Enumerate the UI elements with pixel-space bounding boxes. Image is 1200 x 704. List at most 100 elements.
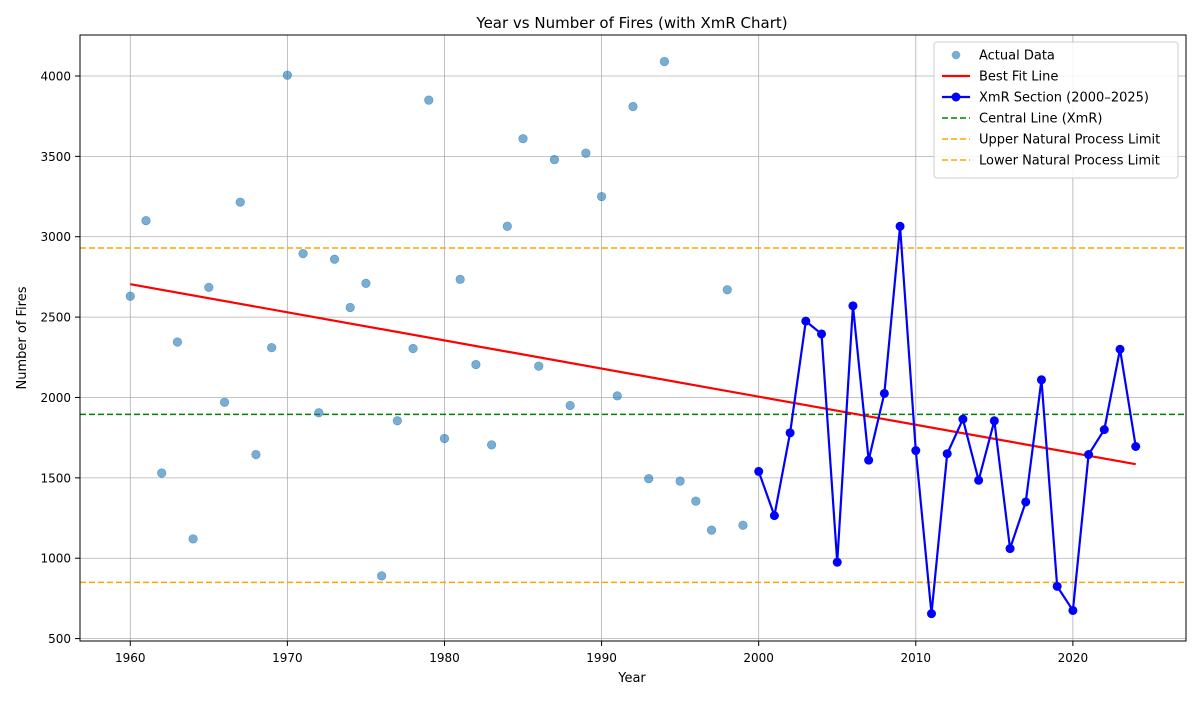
xmr-point (848, 301, 858, 311)
legend-item: Actual Data (951, 49, 1055, 64)
y-tick-label: 500 (48, 632, 71, 646)
x-tick-label: 1990 (586, 651, 617, 665)
legend-label: Central Line (XmR) (979, 112, 1102, 127)
xmr-point (958, 414, 968, 424)
data-point (439, 433, 450, 444)
data-point (596, 191, 607, 202)
xmr-point (1115, 344, 1125, 354)
data-point (628, 101, 638, 112)
y-tick-label: 3000 (40, 230, 71, 244)
series-line-markers (754, 221, 1141, 619)
data-point (172, 337, 183, 347)
x-tick-label: 1980 (429, 651, 460, 665)
y-tick-label: 1000 (40, 552, 71, 566)
data-point (298, 249, 308, 259)
xmr-series-line (757, 225, 1137, 615)
data-point (267, 343, 277, 353)
legend-item: Upper Natural Process Limit (942, 133, 1160, 148)
xmr-point (974, 475, 984, 485)
legend-label: Actual Data (979, 49, 1055, 64)
legend-label: Best Fit Line (979, 70, 1058, 85)
xmr-point (989, 416, 999, 426)
xmr-point (911, 446, 921, 456)
data-point (644, 474, 654, 484)
data-point (518, 134, 528, 144)
data-point (487, 440, 497, 450)
legend-swatch-marker (951, 92, 961, 102)
xmr-point (942, 449, 952, 459)
xmr-point (1052, 581, 1062, 591)
reference-lines (80, 247, 1186, 584)
data-point (282, 70, 292, 80)
data-point (659, 56, 670, 67)
data-point (392, 416, 402, 426)
xmr-point (1099, 425, 1109, 435)
data-point (706, 525, 717, 535)
data-point (345, 302, 355, 313)
data-point (361, 278, 371, 288)
legend-item: Lower Natural Process Limit (942, 154, 1160, 169)
series-scatter (125, 56, 748, 581)
data-point (722, 285, 732, 295)
xmr-point (832, 557, 842, 567)
y-tick-label: 1500 (40, 471, 71, 485)
data-point (157, 468, 167, 478)
x-tick-label: 2020 (1058, 651, 1089, 665)
data-point (675, 476, 685, 486)
legend-item: XmR Section (2000–2025) (942, 91, 1149, 106)
axis-ticks: 1960 1970 1980 1990 2000 2010 2020 500 1000 1500 2… (40, 69, 1088, 665)
y-tick-label: 2000 (40, 391, 71, 405)
data-point (581, 148, 591, 158)
xmr-point (879, 388, 889, 398)
data-point (471, 359, 481, 370)
legend-item: Best Fit Line (942, 70, 1058, 85)
legend-label: XmR Section (2000–2025) (979, 91, 1149, 106)
legend-swatch (951, 50, 961, 60)
x-tick-label: 1960 (115, 651, 146, 665)
data-point (141, 216, 151, 226)
xmr-point (1005, 544, 1015, 554)
data-point (204, 282, 214, 292)
legend-label: Lower Natural Process Limit (979, 154, 1160, 169)
legend-item: Central Line (XmR) (942, 112, 1102, 127)
data-point (125, 291, 135, 301)
legend-box (933, 41, 1179, 179)
data-point (424, 95, 434, 105)
xmr-point (1131, 442, 1141, 452)
data-point (408, 343, 418, 354)
xmr-point (926, 609, 936, 619)
data-point (329, 254, 340, 264)
x-tick-label: 2010 (901, 651, 932, 665)
xmr-point (801, 316, 811, 326)
data-point (377, 571, 387, 581)
x-axis-label: Year (617, 671, 646, 686)
x-tick-label: 1970 (272, 651, 303, 665)
data-point (235, 197, 245, 207)
legend-label: Upper Natural Process Limit (979, 133, 1160, 148)
y-tick-label: 4000 (40, 69, 71, 83)
data-point (314, 408, 324, 418)
x-tick-label: 2000 (743, 651, 774, 665)
data-point (534, 361, 544, 371)
xmr-point (769, 511, 779, 521)
data-point (455, 274, 465, 284)
xmr-point (817, 329, 827, 339)
xmr-point (754, 466, 764, 476)
xmr-point (1084, 450, 1094, 460)
data-point (612, 391, 622, 401)
xmr-point (864, 455, 874, 465)
xmr-point (895, 221, 905, 231)
data-point (188, 534, 198, 544)
y-tick-label: 2500 (40, 311, 71, 325)
data-point (691, 496, 701, 506)
data-point (219, 397, 230, 407)
legend: Actual Data Best Fit Line XmR Section (200… (933, 41, 1179, 179)
plot-frame (79, 34, 1187, 642)
data-point (251, 449, 261, 460)
y-axis-label: Number of Fires (15, 286, 30, 389)
data-point (738, 520, 748, 530)
data-point (549, 154, 560, 165)
data-point (565, 400, 575, 411)
